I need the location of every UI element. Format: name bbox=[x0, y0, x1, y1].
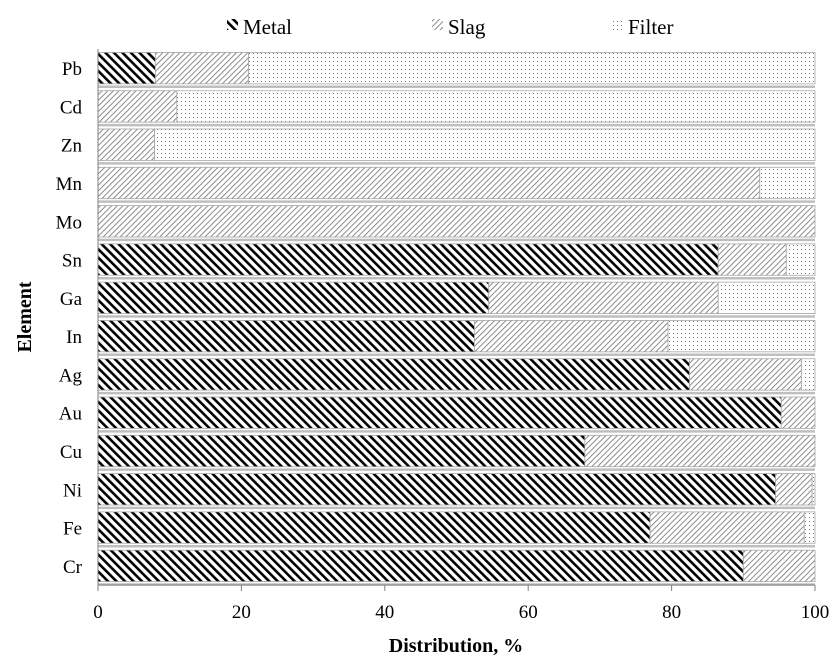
legend-label-filter: Filter bbox=[628, 15, 674, 39]
bar-filter-mn bbox=[760, 167, 815, 198]
y-tick-label: Cu bbox=[60, 442, 83, 463]
x-tick-label: 80 bbox=[662, 602, 681, 623]
legend-swatch-filter bbox=[612, 19, 623, 30]
legend-swatch-slag bbox=[432, 19, 443, 30]
bar-metal-cr bbox=[98, 550, 743, 581]
x-tick-label: 20 bbox=[232, 602, 251, 623]
bar-filter-pb bbox=[249, 52, 815, 83]
bar-slag-in bbox=[474, 320, 668, 351]
bar-slag-cu bbox=[585, 435, 815, 466]
x-ticks bbox=[98, 585, 815, 591]
y-tick-label: Pb bbox=[62, 59, 82, 80]
bar-filter-cd bbox=[177, 91, 815, 122]
bar-metal-in bbox=[98, 320, 474, 351]
y-tick-label: Fe bbox=[63, 519, 82, 540]
bar-metal-au bbox=[98, 397, 781, 428]
x-tick-label: 40 bbox=[375, 602, 394, 623]
y-tick-label: Au bbox=[59, 404, 83, 425]
bar-slag-mn bbox=[98, 167, 760, 198]
bar-metal-ag bbox=[98, 359, 690, 390]
y-tick-label: Sn bbox=[62, 251, 83, 272]
bar-slag-mo bbox=[98, 206, 815, 237]
legend: Metal Slag Filter bbox=[227, 15, 674, 39]
bar-slag-zn bbox=[98, 129, 155, 160]
y-tick-label: Cr bbox=[63, 557, 83, 578]
bar-filter-zn bbox=[155, 129, 815, 160]
bar-metal-fe bbox=[98, 512, 650, 543]
y-tick-label: Mo bbox=[56, 212, 82, 233]
bar-slag-cd bbox=[98, 91, 177, 122]
legend-item-filter: Filter bbox=[612, 15, 674, 39]
bar-filter-ga bbox=[718, 282, 815, 313]
y-tick-label: Cd bbox=[60, 97, 83, 118]
bar-slag-ga bbox=[489, 282, 718, 313]
y-tick-label: Zn bbox=[61, 136, 83, 157]
x-tick-labels: 0 20 40 60 80 100 bbox=[93, 602, 829, 623]
x-tick-label: 100 bbox=[801, 602, 830, 623]
bar-metal-ga bbox=[98, 282, 489, 313]
legend-label-metal: Metal bbox=[243, 15, 292, 39]
y-tick-label: Mn bbox=[56, 174, 83, 195]
bars-layer bbox=[98, 52, 815, 584]
y-tick-label: In bbox=[66, 327, 82, 348]
legend-swatch-metal bbox=[227, 19, 238, 30]
y-tick-label: Ga bbox=[60, 289, 83, 310]
x-tick-label: 0 bbox=[93, 602, 103, 623]
x-axis-title: Distribution, % bbox=[389, 635, 523, 657]
bar-slag-sn bbox=[718, 244, 786, 275]
legend-label-slag: Slag bbox=[448, 15, 486, 39]
bar-metal-cu bbox=[98, 435, 585, 466]
x-tick-label: 60 bbox=[519, 602, 538, 623]
bar-metal-ni bbox=[98, 474, 776, 505]
bar-filter-fe bbox=[804, 512, 815, 543]
y-tick-label: Ni bbox=[63, 480, 82, 501]
bar-filter-ni bbox=[812, 474, 815, 505]
bar-slag-ag bbox=[690, 359, 802, 390]
y-tick-labels: Pb Cd Zn Mn Mo Sn Ga In Ag Au Cu Ni Fe Cr bbox=[56, 59, 83, 578]
y-axis-title: Element bbox=[14, 281, 36, 352]
bar-slag-au bbox=[781, 397, 815, 428]
legend-item-metal: Metal bbox=[227, 15, 292, 39]
bar-slag-ni bbox=[776, 474, 813, 505]
bar-filter-ag bbox=[801, 359, 815, 390]
legend-item-slag: Slag bbox=[432, 15, 486, 39]
bar-metal-pb bbox=[98, 52, 155, 83]
bar-slag-pb bbox=[155, 52, 248, 83]
y-tick-label: Ag bbox=[59, 365, 83, 386]
bar-metal-sn bbox=[98, 244, 718, 275]
bar-filter-in bbox=[668, 320, 815, 351]
bar-slag-cr bbox=[743, 550, 815, 581]
bar-filter-sn bbox=[786, 244, 815, 275]
bar-slag-fe bbox=[650, 512, 804, 543]
